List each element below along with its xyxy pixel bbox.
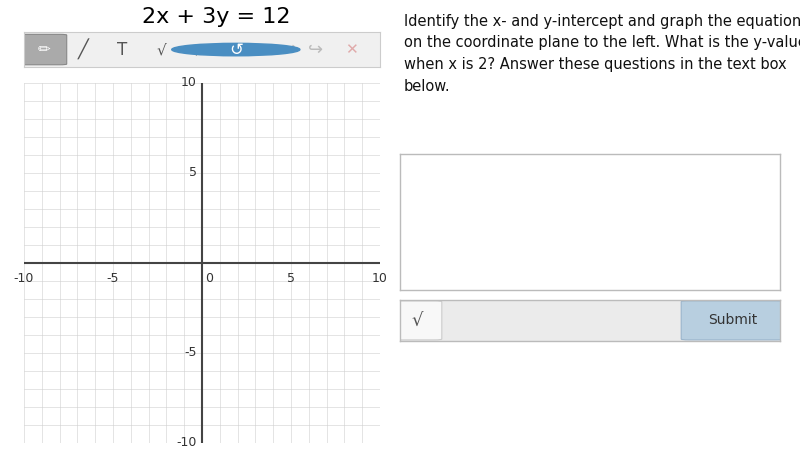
Text: √: √	[411, 311, 423, 330]
Text: ↺: ↺	[229, 41, 242, 59]
Text: 5: 5	[287, 272, 295, 285]
Text: 10: 10	[372, 272, 388, 285]
Text: √: √	[156, 42, 166, 57]
Text: 2x + 3y = 12: 2x + 3y = 12	[142, 7, 290, 27]
Text: 5: 5	[189, 166, 197, 179]
Text: -5: -5	[184, 346, 197, 359]
Text: ╱: ╱	[78, 39, 88, 60]
FancyBboxPatch shape	[682, 301, 784, 340]
Text: ✕: ✕	[345, 42, 358, 57]
Text: 10: 10	[181, 77, 197, 89]
Text: Identify the x- and y-intercept and graph the equation
on the coordinate plane t: Identify the x- and y-intercept and grap…	[404, 14, 800, 94]
FancyBboxPatch shape	[392, 301, 442, 340]
Text: T: T	[117, 41, 127, 59]
Text: ↪: ↪	[308, 41, 323, 59]
Text: -5: -5	[106, 272, 119, 285]
Text: ✏: ✏	[38, 42, 50, 57]
FancyBboxPatch shape	[18, 35, 66, 65]
Text: Submit: Submit	[708, 313, 757, 327]
Circle shape	[172, 43, 300, 56]
Text: ◈: ◈	[191, 42, 202, 57]
Text: -10: -10	[14, 272, 34, 285]
Text: ↩: ↩	[280, 41, 295, 59]
Text: 0: 0	[206, 272, 214, 285]
Text: ▾: ▾	[254, 45, 260, 54]
Text: -10: -10	[176, 436, 197, 449]
